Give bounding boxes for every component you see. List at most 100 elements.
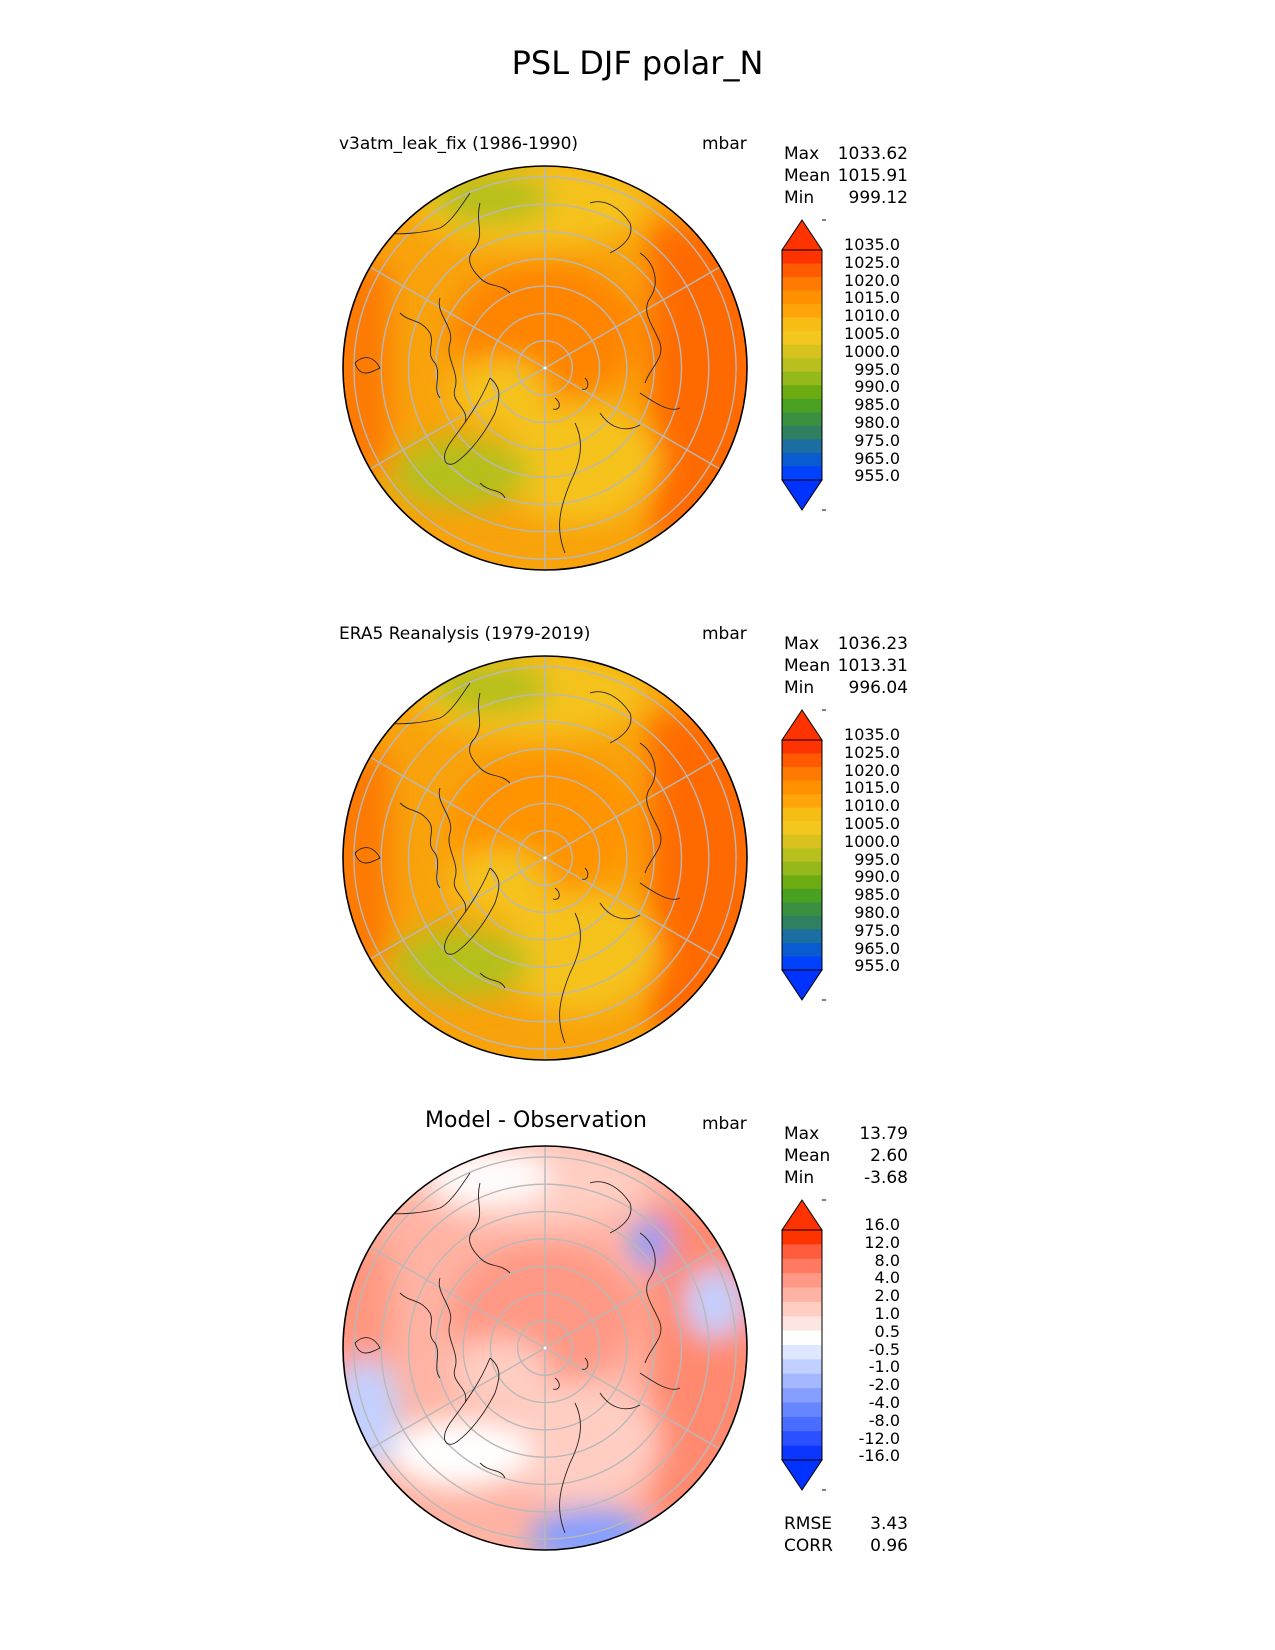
colorbar-tick-label: 1010.0 xyxy=(844,306,900,326)
colorbar-tick-label: 16.0 xyxy=(864,1215,900,1234)
figure-title: PSL DJF polar_N xyxy=(511,44,764,82)
colorbar-tick-label: 975.0 xyxy=(854,430,900,450)
field-negative-south xyxy=(530,1508,650,1550)
stat-label: Min xyxy=(784,188,815,208)
colorbar-swatch xyxy=(782,1230,822,1245)
colorbar-swatch xyxy=(782,1345,822,1360)
coastline-europe xyxy=(559,882,681,1044)
colorbar-tick-label: 0.5 xyxy=(874,1321,900,1341)
stat-label: Min xyxy=(784,1168,815,1188)
north-pole-marker xyxy=(543,1346,547,1350)
stat-value: 1033.62 xyxy=(837,144,908,164)
stats-block-diff: Max 13.79 Mean 2.60 Min -3.68 xyxy=(784,1123,908,1189)
colorbar-tick-label: 1015.0 xyxy=(844,778,900,798)
colorbar-swatch xyxy=(782,439,822,454)
units-label-test: mbar xyxy=(702,134,747,154)
meridian-line xyxy=(544,1236,738,1349)
colorbar-swatch xyxy=(782,888,822,903)
coastline-svalbard xyxy=(552,867,589,900)
polar-map-test xyxy=(342,165,748,571)
colorbar-swatch xyxy=(782,834,822,849)
colorbar-tick-label: 965.0 xyxy=(854,938,900,958)
colorbar-tick-label: 12.0 xyxy=(864,1232,900,1252)
colorbar-swatch xyxy=(782,780,822,795)
colorbar-swatch xyxy=(782,250,822,265)
colorbar-tick-label: 1025.0 xyxy=(844,742,900,762)
colorbar-tick-label: -2.0 xyxy=(868,1375,900,1395)
metric-label: RMSE xyxy=(784,1514,833,1534)
colorbar-swatch xyxy=(782,1445,822,1461)
stat-value: 999.12 xyxy=(848,188,908,208)
coastline-europe xyxy=(559,1372,681,1534)
colorbar-extend-min xyxy=(781,969,823,1001)
colorbar-swatch xyxy=(782,412,822,427)
colorbar-swatch xyxy=(782,1416,822,1432)
colorbar-tick-label: 1005.0 xyxy=(844,814,900,833)
colorbar-swatch xyxy=(782,385,822,400)
stat-label: Min xyxy=(784,678,815,698)
meridian-line xyxy=(544,857,738,970)
colorbar-swatch xyxy=(782,317,822,332)
coastline-north-america xyxy=(384,192,511,294)
coastline-siberia xyxy=(589,201,662,384)
meridian-line xyxy=(352,857,546,970)
polar-map-diff xyxy=(342,1145,748,1551)
coastline-canadian-archipelago xyxy=(399,297,467,424)
colorbar-tick-label: 1035.0 xyxy=(844,235,900,254)
coastline-siberia xyxy=(589,1181,662,1364)
colorbar-tick-label: -8.0 xyxy=(868,1410,900,1430)
graticule xyxy=(352,656,738,1060)
graticule xyxy=(352,166,738,570)
colorbar-test xyxy=(781,219,826,511)
stat-value: 1015.91 xyxy=(837,166,908,186)
colorbar-extend-min xyxy=(781,479,823,511)
colorbar-swatch xyxy=(782,956,822,971)
colorbar-tick-label: 1005.0 xyxy=(844,324,900,343)
colorbar-swatch xyxy=(782,794,822,809)
colorbar-frame xyxy=(781,739,823,971)
coastline-europe xyxy=(559,392,681,554)
coastline-canadian-archipelago xyxy=(399,1277,467,1404)
colorbar-tick-label: 1015.0 xyxy=(844,288,900,308)
stat-label: Mean xyxy=(784,1146,831,1166)
field-north-low xyxy=(430,663,550,713)
colorbar-tick-label: 2.0 xyxy=(874,1286,900,1306)
stat-value: 996.04 xyxy=(848,678,908,698)
colorbar-diff xyxy=(781,1199,826,1491)
colorbar-swatch xyxy=(782,344,822,359)
metric-value: 3.43 xyxy=(870,1514,908,1534)
colorbar-tick-label: 1000.0 xyxy=(844,831,900,851)
colorbar-labels-ref: 1035.0 1025.0 1020.0 1015.0 1010.0 1005.0 1000… xyxy=(820,710,900,1000)
colorbar-tick-label: 1020.0 xyxy=(844,270,900,290)
coastline-greenland xyxy=(444,867,500,955)
colorbar-tick-label: 990.0 xyxy=(854,377,900,397)
metric-value: 0.96 xyxy=(870,1536,908,1556)
colorbar-tick-label: 980.0 xyxy=(854,903,900,922)
colorbar-swatch xyxy=(782,1316,822,1332)
colorbar-tick-label: 985.0 xyxy=(854,395,900,415)
colorbar-swatch xyxy=(782,277,822,292)
field-south-band xyxy=(500,893,660,1013)
colorbar-swatch xyxy=(782,875,822,890)
field-south-low xyxy=(390,1418,530,1488)
colorbar-swatch xyxy=(782,398,822,413)
colorbar-tick-label: 1020.0 xyxy=(844,760,900,780)
coastlines xyxy=(354,1172,681,1534)
colorbar-swatch xyxy=(782,466,822,481)
colorbar-swatch xyxy=(782,929,822,944)
metrics-block-diff: RMSE 3.43 CORR 0.96 xyxy=(784,1513,908,1557)
field-south-band xyxy=(500,1383,660,1503)
colorbar-tick-label: -4.0 xyxy=(868,1393,900,1412)
colorbar-tick-label: 975.0 xyxy=(854,920,900,940)
colorbar-tick-label: 955.0 xyxy=(854,466,900,486)
panel-title-ref: ERA5 Reanalysis (1979-2019) xyxy=(339,624,591,644)
colorbar-tick-label: -12.0 xyxy=(858,1428,900,1448)
units-label-ref: mbar xyxy=(702,624,747,644)
colorbar-swatch xyxy=(782,1273,822,1288)
meridian-line xyxy=(352,1347,546,1460)
coastline-svalbard xyxy=(552,377,589,410)
colorbar-tick-label: 8.0 xyxy=(874,1250,900,1270)
colorbar-swatch xyxy=(782,1287,822,1303)
colorbar-swatch xyxy=(782,452,822,467)
units-label-diff: mbar xyxy=(702,1114,747,1134)
